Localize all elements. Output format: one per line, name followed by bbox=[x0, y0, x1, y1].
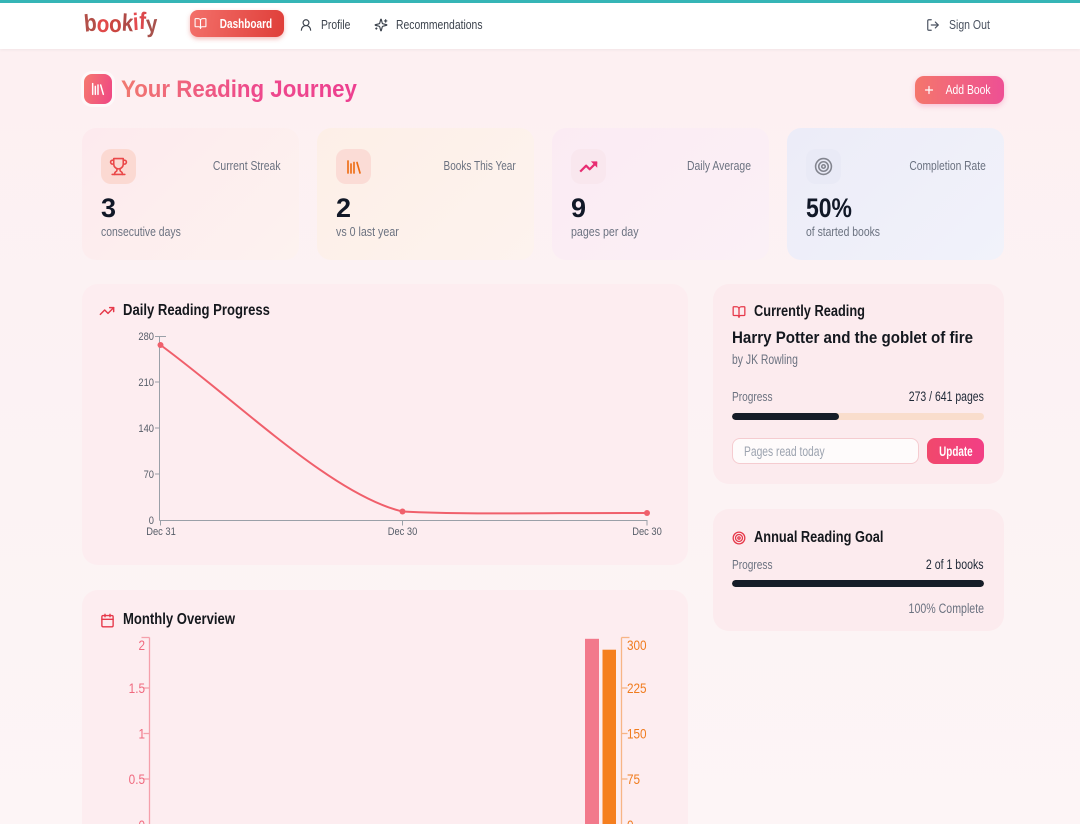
svg-text:2: 2 bbox=[138, 637, 145, 653]
svg-text:75: 75 bbox=[627, 771, 640, 787]
svg-text:Dec 30: Dec 30 bbox=[388, 526, 418, 538]
svg-text:140: 140 bbox=[138, 423, 154, 435]
svg-text:210: 210 bbox=[138, 377, 154, 389]
svg-text:0: 0 bbox=[138, 817, 145, 824]
svg-text:1.5: 1.5 bbox=[129, 680, 145, 696]
svg-text:0.5: 0.5 bbox=[129, 771, 145, 787]
svg-text:225: 225 bbox=[627, 680, 647, 696]
svg-text:0: 0 bbox=[149, 515, 154, 527]
svg-text:150: 150 bbox=[627, 726, 647, 742]
svg-text:Dec 30: Dec 30 bbox=[632, 526, 662, 538]
svg-text:Dec 31: Dec 31 bbox=[146, 526, 176, 538]
svg-text:1: 1 bbox=[138, 726, 145, 742]
svg-text:0: 0 bbox=[627, 817, 634, 824]
svg-text:70: 70 bbox=[144, 469, 155, 481]
svg-text:300: 300 bbox=[627, 637, 647, 653]
svg-text:280: 280 bbox=[138, 331, 154, 343]
